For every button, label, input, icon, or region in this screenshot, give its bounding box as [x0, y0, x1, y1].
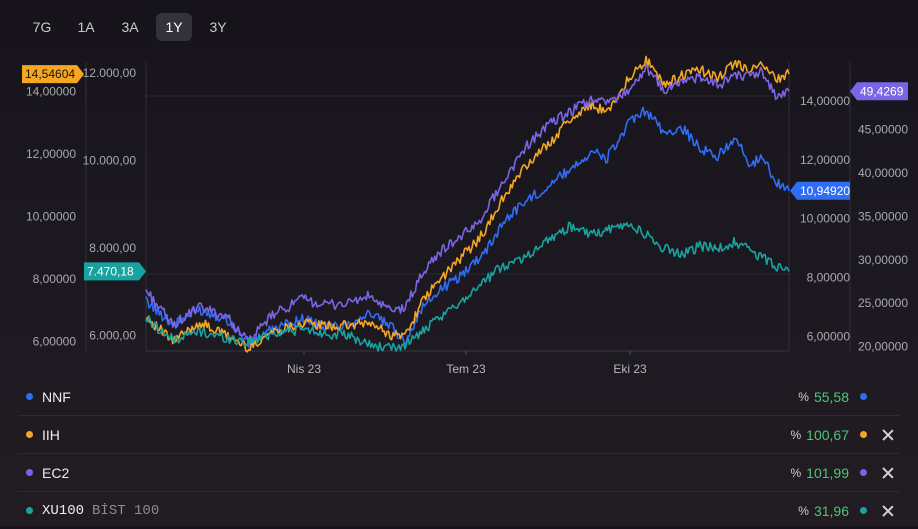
series-color-dot: [860, 469, 867, 476]
series-subtitle: BİST 100: [92, 502, 160, 519]
series-color-dot: [860, 507, 867, 514]
series-color-dot: [860, 393, 867, 400]
legend-list: NNF% 55,58 IIH% 100,67 EC2% 101,99 XU100 BİST 1…: [18, 378, 900, 529]
range-tab-7g[interactable]: 7G: [32, 19, 52, 35]
range-tabs: 7G 1A 3A 1Y 3Y: [24, 13, 236, 41]
last-value-tag-xu100: 7.470,18: [84, 262, 146, 281]
range-tab-3y[interactable]: 3Y: [209, 19, 227, 35]
percent-sign: %: [790, 465, 802, 480]
range-tab-1y[interactable]: 1Y: [156, 13, 192, 41]
series-line-ec2: [145, 63, 790, 344]
y-tick-label-ec2: 40,00000: [858, 166, 908, 180]
y-tick-label-nnf: 10,00000: [800, 212, 850, 226]
percent-change-value: 31,96: [813, 502, 849, 519]
y-tick-label-xu100: 8.000,00: [89, 241, 136, 255]
price-chart: Nis 23 Tem 23 Eki 23 6,00000 8,00000 10,00000…: [22, 55, 908, 376]
y-tick-label-iih: 8,00000: [33, 272, 77, 286]
tag-shape: [22, 65, 84, 84]
series-change: % 55,58: [798, 378, 900, 415]
tag-label: 14,54604: [25, 67, 75, 81]
y-tick-label-ec2: 20,00000: [858, 340, 908, 354]
remove-series-icon[interactable]: [882, 429, 894, 441]
y-tick-label-ec2: 45,00000: [858, 122, 908, 136]
x-tick-label: Nis 23: [287, 362, 321, 376]
y-tick-label-ec2: 30,00000: [858, 253, 908, 267]
tag-shape: [84, 262, 146, 281]
range-tab-3a[interactable]: 3A: [121, 19, 139, 35]
y-tick-label-nnf: 8,00000: [807, 271, 851, 285]
y-tick-label-xu100: 12.000,00: [83, 66, 137, 80]
percent-sign: %: [798, 389, 809, 404]
y-tick-label-iih: 14,00000: [26, 84, 76, 98]
last-value-tag-ec2: 49,4269: [850, 82, 908, 101]
series-name: NNF: [42, 388, 71, 405]
series-line-nnf: [145, 106, 790, 348]
y-tick-label-nnf: 14,00000: [800, 94, 850, 108]
tag-label: 49,4269: [860, 84, 904, 98]
remove-series-icon[interactable]: [882, 467, 894, 479]
y-tick-label-nnf: 6,00000: [807, 329, 851, 343]
legend-row-iih[interactable]: IIH% 100,67: [18, 416, 900, 454]
series-name: IIH: [42, 426, 60, 443]
y-tick-label-iih: 10,00000: [26, 209, 76, 223]
percent-sign: %: [790, 427, 802, 442]
tag-shape: [850, 82, 908, 101]
series-change: % 31,96: [798, 492, 900, 529]
series-color-dot: [860, 431, 867, 438]
x-tick-label: Tem 23: [446, 362, 486, 376]
series-name: EC2: [42, 464, 70, 481]
last-value-tag-iih: 14,54604: [22, 65, 84, 84]
tag-label: 10,94920: [800, 184, 850, 198]
y-tick-label-iih: 6,00000: [33, 335, 77, 349]
percent-change-value: 55,58: [813, 388, 849, 405]
series-name: XU100: [42, 502, 85, 519]
percent-sign: %: [798, 503, 809, 518]
tag-label: 7.470,18: [87, 264, 134, 278]
y-tick-label-iih: 12,00000: [26, 147, 76, 161]
legend-row-nnf[interactable]: NNF% 55,58: [18, 378, 900, 416]
percent-change-value: 100,67: [806, 426, 849, 443]
series-color-dot: [26, 393, 33, 400]
legend-row-xu100[interactable]: XU100 BİST 100% 31,96: [18, 492, 900, 529]
series-line-iih: [145, 55, 790, 353]
series-line-xu100: [145, 221, 790, 352]
series-change: % 101,99: [791, 454, 901, 491]
y-tick-label-xu100: 10.000,00: [83, 154, 137, 168]
series-color-dot: [26, 469, 33, 476]
y-tick-label-xu100: 6.000,00: [89, 329, 136, 343]
series-color-dot: [26, 507, 33, 514]
remove-series-icon[interactable]: [882, 505, 894, 517]
y-tick-label-nnf: 12,00000: [800, 153, 850, 167]
y-tick-label-ec2: 35,00000: [858, 209, 908, 223]
tag-shape: [790, 181, 850, 200]
range-tab-1a[interactable]: 1A: [77, 19, 95, 35]
y-tick-label-ec2: 25,00000: [858, 296, 908, 310]
legend-row-ec2[interactable]: EC2% 101,99: [18, 454, 900, 492]
percent-change-value: 101,99: [806, 464, 849, 481]
last-value-tag-nnf: 10,94920: [790, 181, 850, 200]
series-change: % 100,67: [791, 416, 901, 453]
series-color-dot: [26, 431, 33, 438]
x-tick-label: Eki 23: [613, 362, 647, 376]
